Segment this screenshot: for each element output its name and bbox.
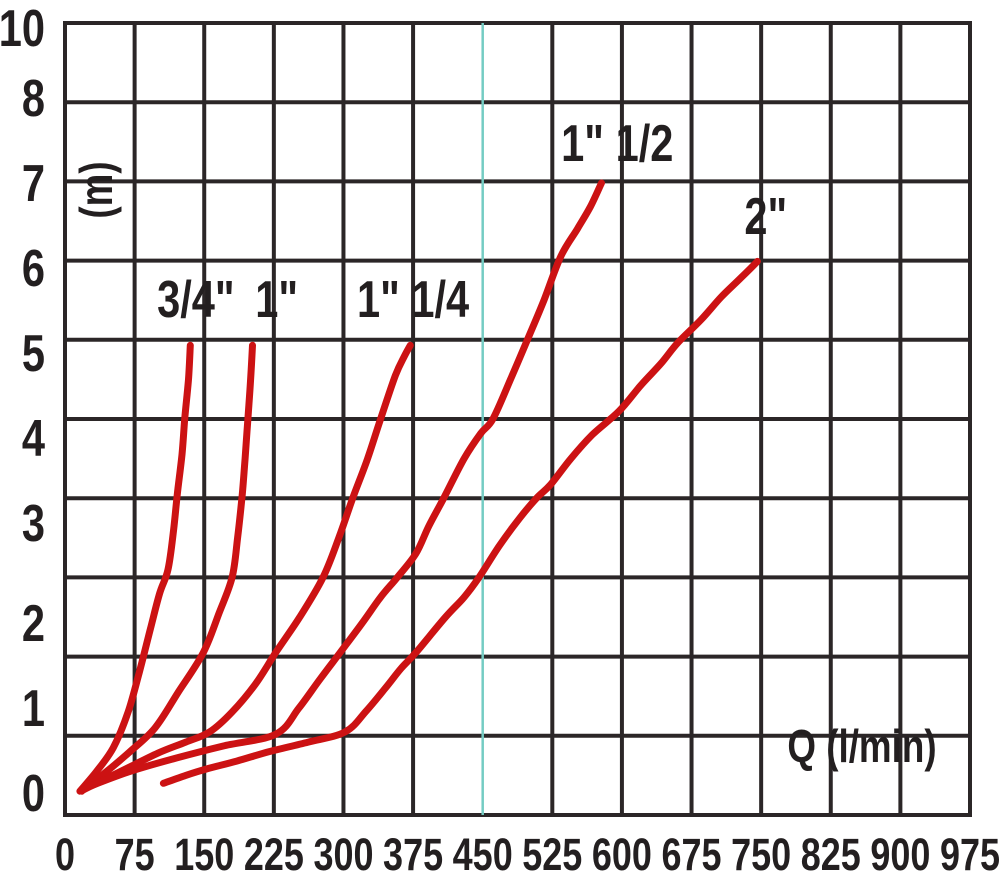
y-tick-label-2: 2 <box>22 594 45 653</box>
x-tick-label-525: 525 <box>522 829 582 875</box>
curve-label-1-1-4: 1" 1/4 <box>357 270 469 329</box>
y-axis-title: (m) <box>70 161 122 218</box>
y-tick-label-6: 6 <box>22 239 45 298</box>
curve-label-2: 2" <box>744 187 787 246</box>
curve-1-1-2 <box>83 179 605 791</box>
x-axis-title: Q (l/min) <box>787 720 936 772</box>
y-tick-label-3: 3 <box>22 494 45 553</box>
x-tick-label-600: 600 <box>592 829 652 875</box>
grid-layer <box>63 21 972 817</box>
curve-2 <box>159 257 761 787</box>
curve-3-4 <box>76 341 194 795</box>
x-tick-label-150: 150 <box>174 829 234 875</box>
x-tick-label-900: 900 <box>870 829 930 875</box>
y-tick-label-0: 0 <box>22 764 45 823</box>
curve-label-1-1-2: 1" 1/2 <box>561 114 673 173</box>
x-tick-label-750: 750 <box>731 829 791 875</box>
curve-1 <box>78 341 256 795</box>
y-tick-label-8: 8 <box>22 69 45 128</box>
x-tick-label-0: 0 <box>55 829 75 875</box>
x-tick-label-75: 75 <box>115 829 155 875</box>
curve-label-1: 1" <box>255 270 298 329</box>
y-tick-label-10: 10 <box>0 0 45 57</box>
curve-label-3-4: 3/4" <box>157 270 235 329</box>
x-tick-label-975: 975 <box>940 829 1000 875</box>
x-tick-label-375: 375 <box>383 829 443 875</box>
y-tick-label-7: 7 <box>22 154 45 213</box>
x-tick-label-225: 225 <box>244 829 304 875</box>
y-tick-label-4: 4 <box>22 409 45 468</box>
x-tick-label-300: 300 <box>313 829 373 875</box>
x-tick-label-450: 450 <box>453 829 513 875</box>
curves-layer <box>76 179 761 795</box>
curve-1-1-4 <box>80 341 414 794</box>
y-tick-label-5: 5 <box>22 324 45 383</box>
y-tick-label-1: 1 <box>22 679 45 738</box>
x-tick-label-825: 825 <box>801 829 861 875</box>
x-tick-label-675: 675 <box>662 829 722 875</box>
